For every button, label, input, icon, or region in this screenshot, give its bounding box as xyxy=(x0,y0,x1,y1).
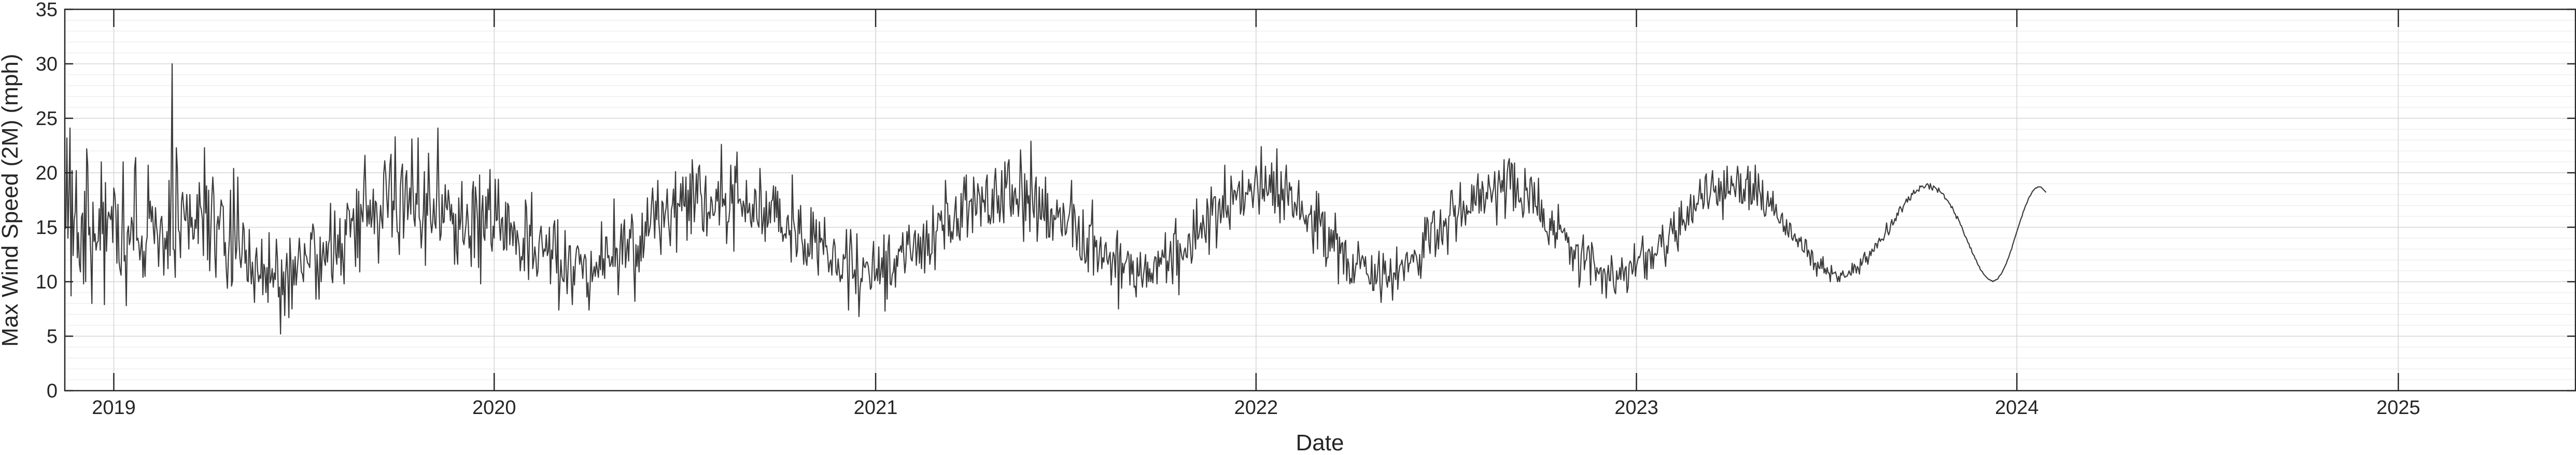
minor-grid xyxy=(65,20,2575,380)
x-tick-label: 2025 xyxy=(2376,397,2420,419)
x-tick-label: 2023 xyxy=(1614,397,1658,419)
y-tick-label: 20 xyxy=(36,162,58,184)
y-tick-label: 5 xyxy=(47,326,58,348)
plot-frame xyxy=(64,8,2576,392)
x-tick-label: 2019 xyxy=(92,397,136,419)
y-tick-label: 0 xyxy=(47,380,58,402)
x-tick-label: 2022 xyxy=(1234,397,1278,419)
y-axis-label: Max Wind Speed (2M) (mph) xyxy=(0,54,23,347)
x-axis-label: Date xyxy=(1296,430,1344,455)
series-line xyxy=(64,63,2047,335)
x-tick-label: 2021 xyxy=(854,397,898,419)
y-tick-label: 25 xyxy=(36,108,58,130)
x-axis-ticks: 2019 2020 2021 2022 2023 2024 2025 xyxy=(92,9,2420,419)
y-tick-label: 30 xyxy=(36,53,58,75)
x-tick-label: 2020 xyxy=(472,397,516,419)
x-tick-label: 2024 xyxy=(1995,397,2039,419)
y-axis-ticks: 0 5 10 15 20 25 30 35 xyxy=(36,0,2575,402)
y-tick-label: 15 xyxy=(36,217,58,239)
y-tick-label: 10 xyxy=(36,271,58,293)
y-tick-label: 35 xyxy=(36,0,58,21)
